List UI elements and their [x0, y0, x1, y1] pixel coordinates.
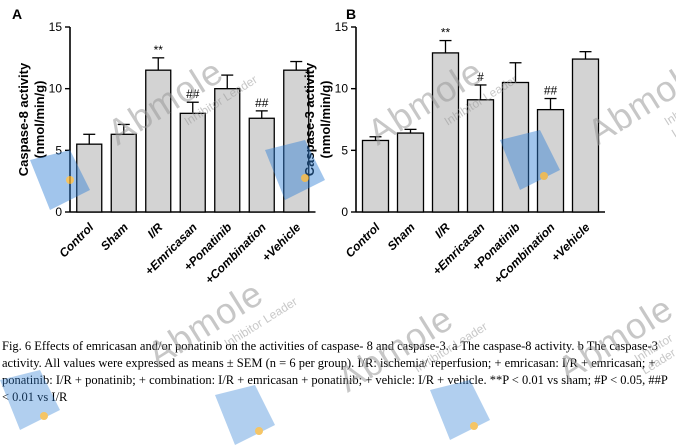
y-tick-label: 5: [55, 143, 62, 157]
x-tick-label: I/R: [145, 220, 166, 241]
panel-label: B: [346, 6, 356, 22]
x-tick-label: +Vehicle: [548, 220, 592, 264]
y-axis-label: (nmol/min/g): [318, 81, 333, 159]
figure-caption: Fig. 6 Effects of emricasan and/or ponat…: [2, 339, 668, 404]
bar: [145, 69, 172, 213]
x-tick-label: Sham: [385, 220, 418, 253]
watermark-shape-icon: [30, 150, 90, 210]
x-tick-label: +Vehicle: [259, 220, 303, 264]
significance-label: **: [441, 26, 451, 40]
bar: [431, 52, 460, 213]
y-axis-label: Caspase-3 activity: [302, 62, 317, 176]
x-tick-label: Sham: [98, 220, 131, 253]
y-tick-label: 15: [49, 20, 63, 34]
y-tick-label: 5: [341, 143, 348, 157]
bar: [361, 139, 390, 213]
x-tick-label: +Combination: [491, 220, 558, 287]
bar: [571, 58, 600, 213]
bar: [283, 69, 310, 213]
bar: [110, 133, 137, 213]
x-tick-label: I/R: [432, 220, 453, 241]
significance-label: **: [154, 43, 164, 57]
significance-label: #: [477, 70, 484, 84]
watermark-shape-icon: [500, 130, 560, 190]
watermark-shape-icon: [430, 380, 490, 440]
y-axis-label: (nmol/min/g): [32, 81, 47, 159]
y-axis-label: Caspase-8 activity: [16, 62, 31, 176]
panel-label: A: [12, 6, 22, 22]
y-tick-label: 15: [335, 20, 349, 34]
y-tick-label: 10: [49, 82, 63, 96]
watermark-shape-icon: [265, 140, 325, 200]
bar: [536, 108, 565, 213]
significance-label: ##: [255, 96, 269, 110]
y-tick-label: 0: [341, 205, 348, 219]
watermark-shape-icon: [0, 370, 60, 430]
bar: [179, 112, 206, 213]
bar: [396, 132, 425, 213]
x-tick-label: Control: [56, 220, 97, 261]
y-tick-label: 0: [55, 205, 62, 219]
watermark-shape-icon: [215, 385, 275, 445]
bar: [214, 88, 241, 213]
significance-label: ##: [544, 84, 558, 98]
x-tick-label: Control: [343, 220, 384, 261]
bar: [466, 99, 495, 213]
y-tick-label: 10: [335, 82, 349, 96]
bar: [501, 81, 530, 213]
significance-label: ##: [186, 87, 200, 101]
